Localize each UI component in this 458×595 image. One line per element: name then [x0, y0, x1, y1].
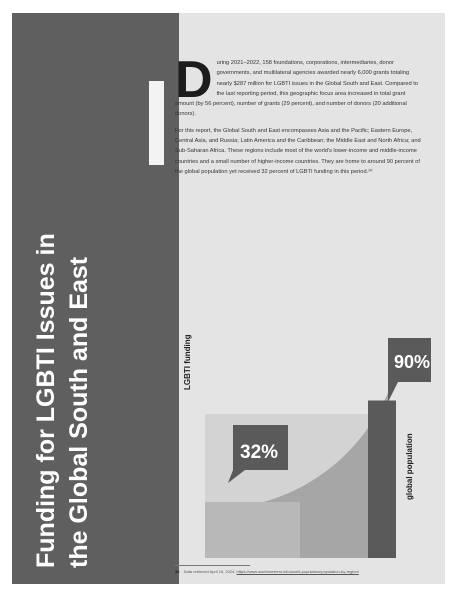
sidebar-panel: Funding for LGBTI Issues in the Global S… [12, 13, 179, 584]
value-label-90: 90% [394, 352, 430, 372]
callout-90: 90% [388, 338, 431, 402]
footnote-rule [175, 565, 250, 566]
section-title-line2: the Global South and East [65, 256, 93, 568]
intro-text: uring 2021–2022, 158 foundations, corpor… [175, 60, 418, 118]
funding-chart: 32% 90% LGBTI funding global population [183, 320, 431, 558]
right-bar [368, 400, 396, 558]
value-label-32: 32% [240, 442, 278, 463]
category-label-lgbti: LGBTI funding [183, 334, 192, 390]
chart-svg: 32% 90% [205, 338, 431, 558]
footnote-number: 36 [175, 569, 180, 574]
footnote: 36 Data retrieved April 15, 2024. https:… [175, 569, 433, 574]
callout-32: 32% [228, 425, 288, 483]
category-label-population: global population [405, 433, 414, 500]
sidebar-accent-bar [149, 81, 164, 165]
left-bar [205, 502, 300, 558]
footnote-text: Data retrieved April 15, 2024. [183, 569, 236, 574]
section-title: Funding for LGBTI Issues in the Global S… [30, 98, 96, 568]
definition-paragraph: For this report, the Global South and Ea… [175, 127, 421, 175]
drop-cap: D [175, 51, 213, 109]
footnote-link[interactable]: https://www.worldometers.info/world-popu… [236, 569, 359, 574]
section-title-line1: Funding for LGBTI Issues in [32, 233, 60, 568]
